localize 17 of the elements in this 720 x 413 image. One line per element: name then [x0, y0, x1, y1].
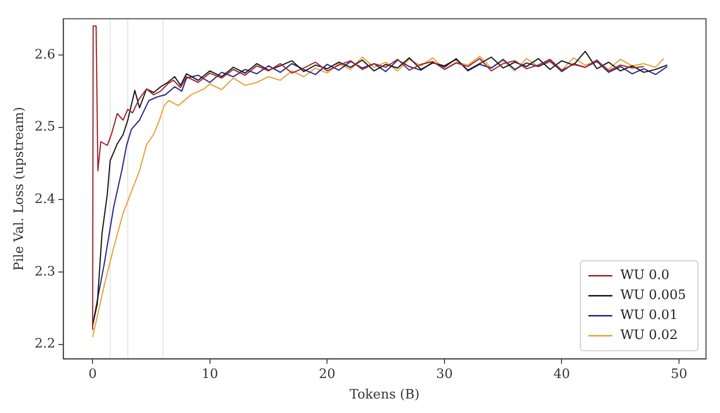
y-tick-label: 2.3 [34, 264, 56, 280]
y-tick-label: 2.4 [34, 192, 56, 208]
x-tick-label: 0 [88, 366, 97, 382]
x-tick-label: 10 [202, 366, 218, 382]
y-tick-label: 2.5 [34, 120, 56, 135]
x-tick-label: 20 [318, 366, 336, 382]
legend-label: WU 0.01 [620, 308, 678, 324]
y-tick-label: 2.2 [34, 336, 56, 352]
x-tick-label: 40 [553, 366, 570, 382]
x-axis-title: Tokens (B) [350, 388, 420, 403]
legend-label: WU 0.005 [620, 288, 686, 304]
legend-label: WU 0.02 [620, 328, 678, 344]
x-tick-label: 30 [436, 366, 453, 382]
y-axis-title: Pile Val. Loss (upstream) [12, 106, 28, 271]
x-tick-label: 50 [670, 366, 688, 382]
y-tick-label: 2.6 [34, 47, 56, 62]
legend-label: WU 0.0 [620, 268, 670, 284]
